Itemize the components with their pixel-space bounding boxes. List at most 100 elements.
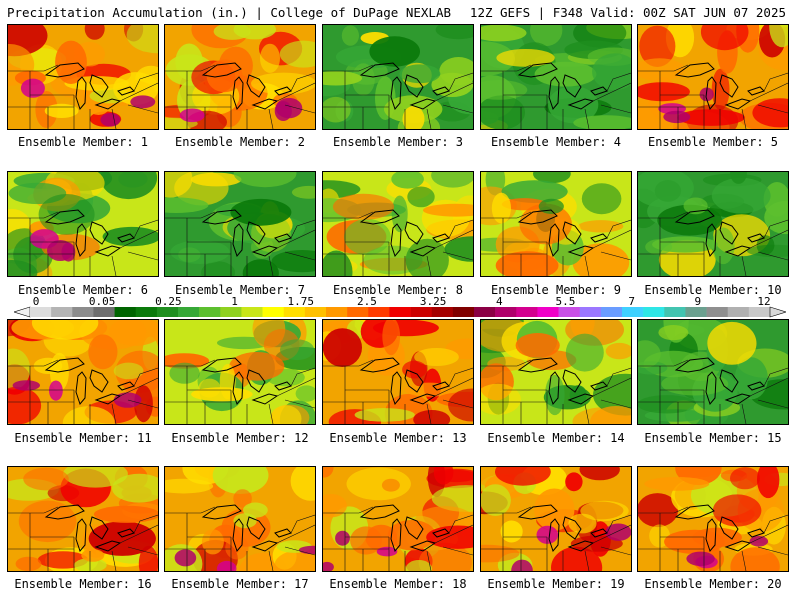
ensemble-member-label: Ensemble Member: 8 xyxy=(332,283,464,297)
ensemble-member-label: Ensemble Member: 14 xyxy=(487,431,625,445)
colorbar-swatch xyxy=(410,307,433,317)
colorbar-arrow xyxy=(14,306,31,318)
colorbar-swatch xyxy=(114,307,137,317)
colorbar-swatch xyxy=(283,307,306,317)
precip-field xyxy=(481,320,631,424)
colorbar-swatch xyxy=(600,307,623,317)
ensemble-member-label: Ensemble Member: 19 xyxy=(487,577,625,591)
precip-field xyxy=(165,320,315,424)
colorbar-tick-label: 1 xyxy=(231,295,238,308)
precip-field xyxy=(638,467,788,571)
ensemble-member-label: Ensemble Member: 15 xyxy=(644,431,782,445)
ensemble-member-map xyxy=(322,171,474,277)
colorbar-tick-label: 2.5 xyxy=(356,295,377,308)
colorbar-swatch xyxy=(452,307,475,317)
precip-field xyxy=(165,467,315,571)
ensemble-member-map xyxy=(164,171,316,277)
precip-field xyxy=(8,172,158,276)
colorbar-swatch xyxy=(135,307,158,317)
ensemble-member-label: Ensemble Member: 7 xyxy=(174,283,306,297)
ensemble-member-map xyxy=(164,319,316,425)
colorbar-swatch xyxy=(304,307,327,317)
colorbar-tick-label: 7 xyxy=(628,295,635,308)
ensemble-member-label: Ensemble Member: 6 xyxy=(17,283,149,297)
colorbar-tick-label: 9 xyxy=(694,295,702,308)
colorbar-swatch xyxy=(220,307,242,317)
colorbar-swatch xyxy=(156,307,179,317)
ensemble-member-label: Ensemble Member: 11 xyxy=(14,431,152,445)
colorbar-swatch xyxy=(389,307,411,317)
precip-field xyxy=(323,320,473,424)
run-valid-time: 12Z GEFS | F348 Valid: 00Z SAT JUN 07 20… xyxy=(469,5,786,20)
colorbar-tick-label: 5.5 xyxy=(555,295,576,308)
ensemble-member-map xyxy=(480,171,632,277)
colorbar-swatch xyxy=(262,307,285,317)
ensemble-member-label: Ensemble Member: 3 xyxy=(332,135,464,149)
colorbar-swatch xyxy=(579,307,602,317)
colorbar-swatch xyxy=(431,307,454,317)
ensemble-member-map xyxy=(7,171,159,277)
colorbar-tick-label: 1.75 xyxy=(287,295,314,308)
precip-field xyxy=(323,467,473,571)
ensemble-member-map xyxy=(322,466,474,572)
precip-field xyxy=(638,320,788,424)
colorbar-swatch xyxy=(178,307,200,317)
precip-field xyxy=(638,172,788,276)
precip-field xyxy=(481,467,631,571)
ensemble-member-map xyxy=(480,466,632,572)
colorbar-tick-label: 3.25 xyxy=(419,295,447,308)
chart-title: Precipitation Accumulation (in.) | Colle… xyxy=(7,5,452,20)
colorbar-swatch xyxy=(706,307,729,317)
ensemble-member-map xyxy=(480,319,632,425)
colorbar-swatch xyxy=(199,307,221,317)
precip-field xyxy=(481,25,631,129)
colorbar-swatch xyxy=(368,307,390,317)
colorbar-tick-label: 0 xyxy=(32,295,40,308)
ensemble-member-map xyxy=(7,319,159,425)
ensemble-member-label: Ensemble Member: 4 xyxy=(490,135,622,149)
colorbar-swatch xyxy=(643,307,665,317)
colorbar-swatch xyxy=(622,307,644,317)
precip-field xyxy=(8,320,158,424)
precip-field xyxy=(323,172,473,276)
colorbar-swatch xyxy=(51,307,73,317)
ensemble-member-map xyxy=(7,24,159,130)
ensemble-member-map xyxy=(637,466,789,572)
ensemble-member-map xyxy=(164,24,316,130)
ensemble-member-map xyxy=(322,24,474,130)
precip-field xyxy=(323,25,473,129)
ensemble-member-map xyxy=(637,24,789,130)
colorbar-swatch xyxy=(558,307,581,317)
ensemble-member-label: Ensemble Member: 16 xyxy=(14,577,152,591)
colorbar-tick-label: 12 xyxy=(757,295,771,308)
ensemble-member-map xyxy=(480,24,632,130)
colorbar-swatch xyxy=(537,307,559,317)
colorbar-swatch xyxy=(516,307,538,317)
precip-field xyxy=(165,25,315,129)
ensemble-member-map xyxy=(164,466,316,572)
ensemble-member-map xyxy=(637,171,789,277)
colorbar-swatch xyxy=(748,307,771,317)
ensemble-member-map xyxy=(637,319,789,425)
ensemble-member-label: Ensemble Member: 10 xyxy=(644,283,782,297)
colorbar-swatch xyxy=(241,307,263,317)
colorbar-swatch xyxy=(30,307,52,317)
colorbar-swatch xyxy=(474,307,496,317)
colorbar-tick-label: 0.05 xyxy=(88,295,116,308)
colorbar-swatch xyxy=(326,307,348,317)
ensemble-member-label: Ensemble Member: 12 xyxy=(171,431,309,445)
colorbar-swatch xyxy=(664,307,686,317)
ensemble-member-label: Ensemble Member: 9 xyxy=(490,283,622,297)
precip-field xyxy=(165,172,315,276)
precip-field xyxy=(481,172,631,276)
precip-field xyxy=(638,25,788,129)
ensemble-member-label: Ensemble Member: 2 xyxy=(174,135,306,149)
colorbar xyxy=(14,306,786,318)
colorbar-swatch xyxy=(495,307,517,317)
ensemble-member-map xyxy=(7,466,159,572)
colorbar-arrow xyxy=(769,306,786,318)
ensemble-member-label: Ensemble Member: 1 xyxy=(17,135,149,149)
ensemble-member-label: Ensemble Member: 5 xyxy=(647,135,779,149)
colorbar-swatch xyxy=(727,307,750,317)
ensemble-member-label: Ensemble Member: 13 xyxy=(329,431,467,445)
